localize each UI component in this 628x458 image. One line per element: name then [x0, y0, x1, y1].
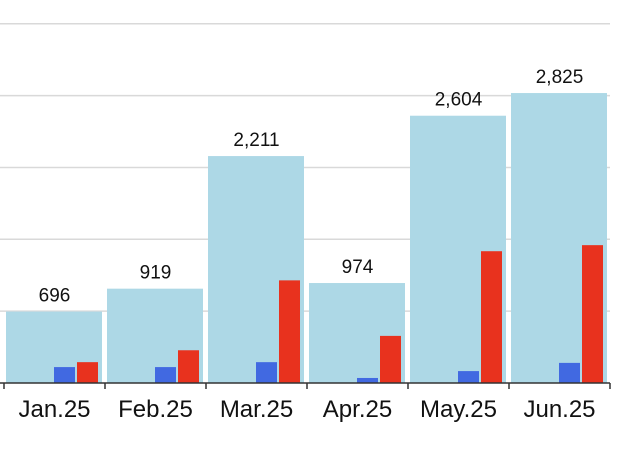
bar-series3-Apr.25 — [380, 335, 401, 383]
x-tick-label-Jan.25: Jan.25 — [18, 396, 90, 423]
data-label-May.25: 2,604 — [435, 90, 483, 111]
bar-series2-Apr.25 — [357, 377, 378, 383]
data-label-Feb.25: 919 — [140, 263, 172, 284]
bar-series2-Feb.25 — [155, 367, 176, 383]
data-label-Jun.25: 2,825 — [536, 67, 584, 88]
bar-series2-Mar.25 — [256, 362, 277, 383]
x-axis: Jan.25 Feb.25 Mar.25 Apr.25 May.25 Jun.25 — [0, 382, 611, 423]
x-tick-label-Jun.25: Jun.25 — [523, 396, 595, 423]
bar-series3-Mar.25 — [279, 280, 300, 383]
x-tick-label-Feb.25: Feb.25 — [118, 396, 193, 423]
x-tick-label-Apr.25: Apr.25 — [323, 396, 392, 423]
x-tick-label-May.25: May.25 — [420, 396, 497, 423]
data-label-Apr.25: 974 — [342, 257, 374, 278]
bar-series2-Jun.25 — [559, 362, 580, 383]
gridlines — [0, 23, 610, 312]
bar-series2-Jan.25 — [54, 367, 75, 383]
bars — [6, 93, 607, 384]
bar-series2-May.25 — [458, 371, 479, 383]
bar-series3-Jun.25 — [582, 245, 603, 383]
data-label-Jan.25: 696 — [39, 286, 71, 307]
data-label-Mar.25: 2,211 — [233, 130, 279, 151]
bar-series3-Feb.25 — [178, 350, 199, 383]
bar-series3-Jan.25 — [77, 362, 98, 383]
data-labels: 696 919 2,211 974 2,604 2,825 — [39, 67, 584, 307]
bar-series3-May.25 — [481, 251, 502, 383]
x-tick-label-Mar.25: Mar.25 — [220, 396, 293, 423]
